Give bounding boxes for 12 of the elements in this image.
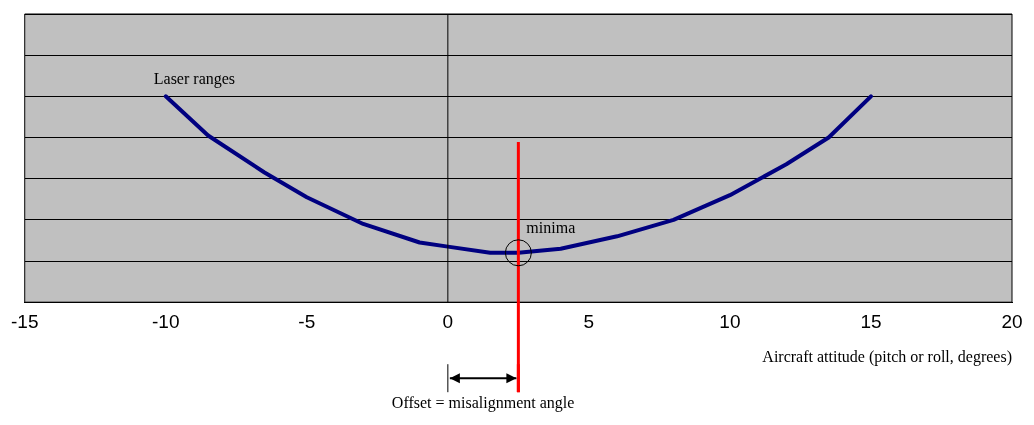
- x-tick-label: -10: [152, 310, 180, 332]
- annotation: Laser ranges: [153, 70, 236, 89]
- x-tick-label: -5: [298, 310, 316, 332]
- x-axis-title: Aircraft attitude (pitch or roll, degrees): [762, 348, 1012, 367]
- x-tick-label: 5: [583, 310, 595, 332]
- x-tick-label: 10: [719, 310, 741, 332]
- x-tick-label: 0: [442, 310, 454, 332]
- x-tick-label: -15: [11, 310, 39, 332]
- annotation: minima: [526, 218, 576, 236]
- x-tick-label: 20: [1001, 310, 1023, 332]
- text: Offset = misalignment angle: [391, 394, 575, 413]
- x-tick-label: 15: [860, 310, 882, 332]
